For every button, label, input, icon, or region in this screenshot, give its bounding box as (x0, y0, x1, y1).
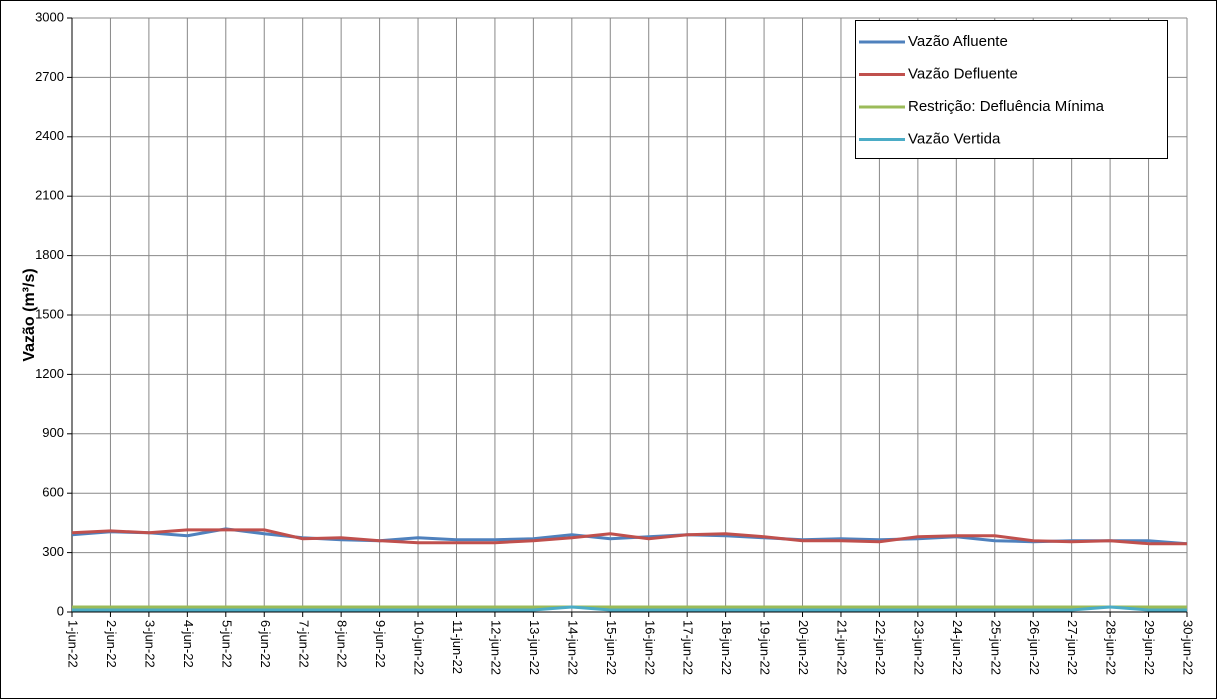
y-tick-label: 2100 (35, 188, 64, 203)
x-tick-label: 29-jun-22 (1142, 620, 1157, 675)
x-tick-label: 1-jun-22 (66, 620, 81, 668)
legend-label: Vazão Vertida (908, 130, 1001, 147)
y-tick-label: 1800 (35, 247, 64, 262)
x-tick-label: 21-jun-22 (835, 620, 850, 675)
x-tick-label: 6-jun-22 (258, 620, 273, 668)
x-tick-label: 25-jun-22 (988, 620, 1003, 675)
series-line (71, 528, 1187, 546)
y-tick-label: 900 (42, 425, 64, 440)
x-tick-label: 14-jun-22 (565, 620, 580, 675)
x-tick-label: 15-jun-22 (604, 620, 619, 675)
x-tick-label: 3-jun-22 (142, 620, 157, 668)
series-line (72, 605, 1187, 612)
x-tick-label: 2-jun-22 (104, 620, 119, 668)
y-tick-label: 300 (42, 544, 64, 559)
x-tick-label: 17-jun-22 (681, 620, 696, 675)
y-tick-label: 0 (57, 603, 64, 618)
x-tick-label: 19-jun-22 (758, 620, 773, 675)
y-tick-label: 1500 (35, 306, 64, 321)
x-tick-label: 23-jun-22 (911, 620, 926, 675)
y-axis-label: Vazão (m³/s) (21, 268, 38, 361)
x-tick-label: 28-jun-22 (1104, 620, 1119, 675)
legend-label: Vazão Defluente (908, 65, 1018, 82)
x-tick-label: 24-jun-22 (950, 620, 965, 675)
x-tick-label: 11-jun-22 (450, 620, 465, 674)
x-tick-label: 30-jun-22 (1181, 620, 1196, 675)
y-tick-label: 2700 (35, 69, 64, 84)
legend-label: Restrição: Defluência Mínima (908, 98, 1105, 115)
legend-box (855, 20, 1168, 159)
x-tick-label: 8-jun-22 (335, 620, 350, 668)
x-tick-label: 16-jun-22 (642, 620, 657, 675)
x-tick-label: 12-jun-22 (488, 620, 503, 675)
y-tick-label: 2400 (35, 128, 64, 143)
y-tick-label: 600 (42, 485, 64, 500)
x-tick-label: 5-jun-22 (219, 620, 234, 668)
x-tick-label: 22-jun-22 (873, 620, 888, 675)
x-tick-label: 13-jun-22 (527, 620, 542, 675)
x-tick-label: 10-jun-22 (412, 620, 427, 675)
x-tick-label: 18-jun-22 (719, 620, 734, 675)
legend-label: Vazão Afluente (908, 33, 1008, 50)
x-tick-label: 4-jun-22 (181, 620, 196, 668)
y-tick-label: 3000 (35, 9, 64, 24)
x-tick-label: 26-jun-22 (1027, 620, 1042, 675)
x-tick-label: 20-jun-22 (796, 620, 811, 675)
y-tick-label: 1200 (35, 366, 64, 381)
x-tick-label: 7-jun-22 (296, 620, 311, 668)
x-tick-label: 27-jun-22 (1065, 620, 1080, 675)
x-tick-label: 9-jun-22 (373, 620, 388, 668)
